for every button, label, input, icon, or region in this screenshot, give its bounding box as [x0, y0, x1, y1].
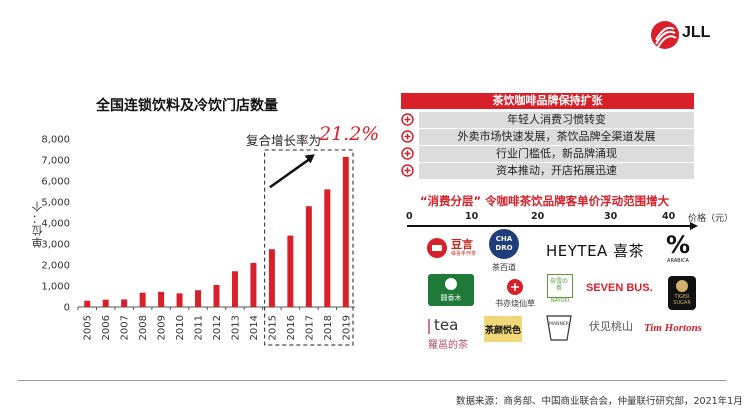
x-tick-label: 2005: [83, 315, 94, 340]
bar-2009: [158, 291, 165, 307]
x-tick-label: 2014: [249, 315, 260, 340]
plus-circle-icon: [401, 113, 414, 126]
bar-2008: [139, 292, 146, 307]
jll-ribbon-icon: [651, 21, 679, 49]
price-tick: 0: [406, 211, 413, 222]
highlight-box: [264, 149, 354, 346]
y-tick-label: 1,000: [41, 282, 70, 293]
bar-2017: [305, 206, 312, 307]
price-tick: 20: [531, 211, 545, 222]
x-tick-label: 2012: [212, 315, 223, 340]
plus-circle-icon: [401, 164, 414, 177]
trend-item: 资本推动，开店拓展迅速: [419, 163, 694, 179]
x-tick-label: 2011: [194, 315, 205, 340]
plus-circle-icon: [401, 147, 414, 160]
price-tick: 10: [465, 211, 479, 222]
plus-circle-icon: [401, 130, 414, 143]
brand-logo-chayanyuese: 茶颜悦色: [484, 316, 522, 348]
trend-item: 行业门槛低，新品牌涌现: [419, 146, 694, 162]
bar-2011: [195, 290, 202, 307]
trends-banner: 茶饮咖啡品牌保持扩张: [401, 93, 694, 109]
brand-logo-fujianmomoyama: 伏见桃山: [589, 320, 633, 333]
y-tick-label: 0: [64, 303, 70, 314]
x-tick-label: 2019: [341, 315, 352, 340]
y-tick-label: 7,000: [41, 156, 70, 167]
bar-2016: [287, 235, 294, 307]
chart-title: 全国连锁饮料及冷饮门店数量: [96, 98, 278, 114]
x-tick-label: 2018: [323, 315, 334, 340]
trend-item: 年轻人消费习惯转变: [419, 112, 694, 128]
x-tick-label: 2013: [230, 315, 241, 340]
brand-logo-douyan: 豆言 缘喜手作茶: [426, 234, 482, 262]
trend-arrow: [269, 157, 312, 189]
y-tick-label: 8,000: [41, 135, 70, 146]
trend-row: 外卖市场快速发展，茶饮品牌全渠道发展: [401, 129, 694, 145]
bar-2006: [102, 299, 109, 307]
price-tick: 40: [662, 211, 676, 222]
y-tick-label: 6,000: [41, 177, 70, 188]
price-scale-axis: [407, 222, 698, 230]
bar-2005: [84, 300, 91, 307]
x-tick-label: 2016: [286, 315, 297, 340]
brand-logo-nayuki: 奈雪の茶 NAYUKI: [545, 274, 575, 306]
price-unit: 价格（元）: [688, 214, 734, 224]
brand-logo-sevenbus: SEVEN BUS.: [586, 282, 653, 294]
trend-arrowhead: [304, 154, 315, 164]
brand-logo-arabica: % ARABICA: [665, 231, 691, 264]
trend-row: 年轻人消费习惯转变: [401, 112, 694, 128]
brand-logo-shuyi: 书亦烧仙草: [482, 278, 548, 308]
trend-item: 外卖市场快速发展，茶饮品牌全渠道发展: [419, 129, 694, 145]
x-tick-label: 2006: [101, 315, 112, 340]
price-tick: 30: [604, 211, 618, 222]
bar-2013: [231, 271, 238, 307]
y-tick-label: 2,000: [41, 261, 70, 272]
footer-divider: [18, 380, 726, 381]
jll-logo: [650, 20, 730, 50]
brand-logo-luoyong: tea 羅邕的茶: [428, 316, 468, 351]
trend-row: 资本推动，开店拓展迅速: [401, 163, 694, 179]
y-tick-label: 5,000: [41, 198, 70, 209]
x-tick-label: 2017: [304, 315, 315, 340]
x-tick-label: 2008: [138, 315, 149, 340]
brand-logo-yuanxiangmu: 圆香木: [428, 274, 474, 306]
bar-2010: [176, 293, 183, 307]
y-tick-label: 4,000: [41, 219, 70, 230]
jll-wordmark: JLL: [682, 24, 711, 41]
price-scale-title: “消费分层” 令咖啡茶饮品牌客单价浮动范围增大: [420, 194, 670, 208]
bar-2014: [250, 262, 257, 307]
bar-chart: 0 1,000 2,000 3,000 4,000 5,000 6,000 7,000 8,00…: [41, 135, 355, 346]
x-tick-label: 2015: [267, 315, 278, 340]
growth-value: 21.2%: [319, 123, 380, 145]
brand-logo-timhortons: Tim Hortons: [644, 322, 702, 334]
bar-2007: [121, 299, 128, 307]
x-tick-label: 2009: [157, 315, 168, 340]
bar-2012: [213, 284, 220, 307]
bar-2019: [342, 156, 349, 307]
brand-logo-manner: MANNER: [545, 314, 573, 344]
brand-logo-tigersugar: TIGER SUGAR: [668, 276, 696, 310]
x-tick-label: 2007: [120, 315, 131, 340]
brand-logo-chabaidao: CHA DRO 茶百道: [487, 228, 521, 274]
footer-source: 数据来源：商务部、中国商业联合会，仲量联行研究部，2021年1月: [456, 396, 743, 407]
bar-2015: [268, 249, 275, 307]
brand-logo-heytea: HEYTEA 喜茶: [546, 242, 645, 260]
trend-row: 行业门槛低，新品牌涌现: [401, 146, 694, 162]
growth-label: 复合增长率为: [246, 133, 322, 148]
bar-2018: [324, 189, 331, 307]
y-tick-label: 3,000: [41, 240, 70, 251]
x-tick-label: 2010: [175, 315, 186, 340]
